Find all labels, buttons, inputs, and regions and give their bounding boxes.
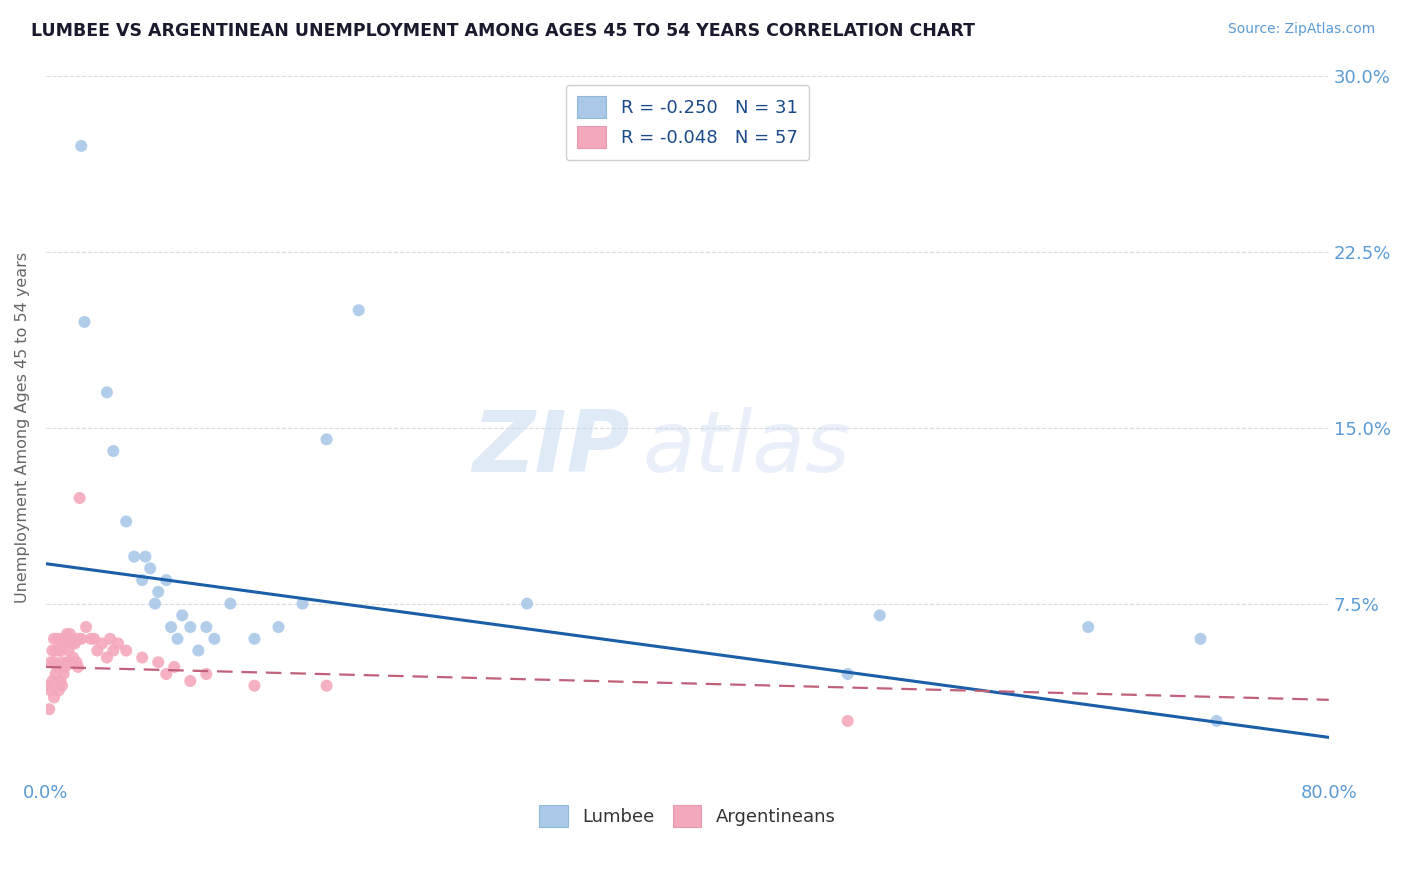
- Point: [62, 650, 84, 665]
- Point: [516, 597, 538, 611]
- Point: [869, 608, 891, 623]
- Point: [131, 573, 153, 587]
- Point: [115, 643, 138, 657]
- Point: [48, 683, 70, 698]
- Point: [45, 643, 67, 657]
- Point: [52, 667, 75, 681]
- Point: [58, 643, 80, 657]
- Point: [51, 679, 73, 693]
- Legend: Lumbee, Argentineans: Lumbee, Argentineans: [531, 797, 844, 834]
- Point: [59, 627, 82, 641]
- Point: [243, 679, 266, 693]
- Text: Source: ZipAtlas.com: Source: ZipAtlas.com: [1227, 22, 1375, 37]
- Point: [195, 667, 218, 681]
- Point: [98, 632, 121, 646]
- Point: [38, 702, 60, 716]
- Point: [86, 643, 108, 657]
- Text: LUMBEE VS ARGENTINEAN UNEMPLOYMENT AMONG AGES 45 TO 54 YEARS CORRELATION CHART: LUMBEE VS ARGENTINEAN UNEMPLOYMENT AMONG…: [31, 22, 974, 40]
- Point: [38, 679, 60, 693]
- Point: [837, 714, 859, 728]
- Point: [67, 660, 90, 674]
- Point: [148, 585, 170, 599]
- Point: [1189, 632, 1212, 646]
- Point: [67, 632, 90, 646]
- Point: [103, 643, 125, 657]
- Point: [52, 636, 75, 650]
- Point: [51, 632, 73, 646]
- Point: [53, 660, 76, 674]
- Point: [139, 561, 162, 575]
- Point: [187, 643, 209, 657]
- Point: [96, 385, 118, 400]
- Point: [42, 655, 65, 669]
- Point: [315, 679, 337, 693]
- Point: [131, 650, 153, 665]
- Point: [46, 660, 69, 674]
- Point: [46, 632, 69, 646]
- Point: [291, 597, 314, 611]
- Point: [143, 597, 166, 611]
- Point: [39, 655, 62, 669]
- Point: [53, 632, 76, 646]
- Point: [148, 655, 170, 669]
- Point: [63, 636, 86, 650]
- Point: [347, 303, 370, 318]
- Point: [202, 632, 225, 646]
- Text: ZIP: ZIP: [472, 407, 630, 491]
- Point: [1077, 620, 1099, 634]
- Y-axis label: Unemployment Among Ages 45 to 54 years: Unemployment Among Ages 45 to 54 years: [15, 252, 30, 603]
- Point: [65, 655, 87, 669]
- Point: [103, 444, 125, 458]
- Point: [60, 636, 83, 650]
- Point: [115, 515, 138, 529]
- Point: [75, 620, 97, 634]
- Point: [70, 632, 93, 646]
- Point: [73, 315, 96, 329]
- Point: [179, 673, 201, 688]
- Point: [219, 597, 242, 611]
- Point: [70, 139, 93, 153]
- Text: atlas: atlas: [643, 407, 851, 491]
- Point: [179, 620, 201, 634]
- Point: [107, 636, 129, 650]
- Point: [41, 673, 63, 688]
- Point: [42, 690, 65, 705]
- Point: [134, 549, 156, 564]
- Point: [163, 660, 186, 674]
- Point: [59, 655, 82, 669]
- Point: [41, 643, 63, 657]
- Point: [80, 632, 103, 646]
- Point: [48, 660, 70, 674]
- Point: [243, 632, 266, 646]
- Point: [45, 667, 67, 681]
- Point: [166, 632, 188, 646]
- Point: [49, 673, 72, 688]
- Point: [195, 620, 218, 634]
- Point: [51, 655, 73, 669]
- Point: [39, 683, 62, 698]
- Point: [837, 667, 859, 681]
- Point: [315, 432, 337, 446]
- Point: [91, 636, 114, 650]
- Point: [69, 491, 91, 505]
- Point: [56, 655, 79, 669]
- Point: [267, 620, 290, 634]
- Point: [48, 643, 70, 657]
- Point: [56, 627, 79, 641]
- Point: [83, 632, 105, 646]
- Point: [42, 632, 65, 646]
- Point: [155, 667, 177, 681]
- Point: [49, 643, 72, 657]
- Point: [122, 549, 145, 564]
- Point: [1205, 714, 1227, 728]
- Point: [172, 608, 194, 623]
- Point: [155, 573, 177, 587]
- Point: [160, 620, 183, 634]
- Point: [96, 650, 118, 665]
